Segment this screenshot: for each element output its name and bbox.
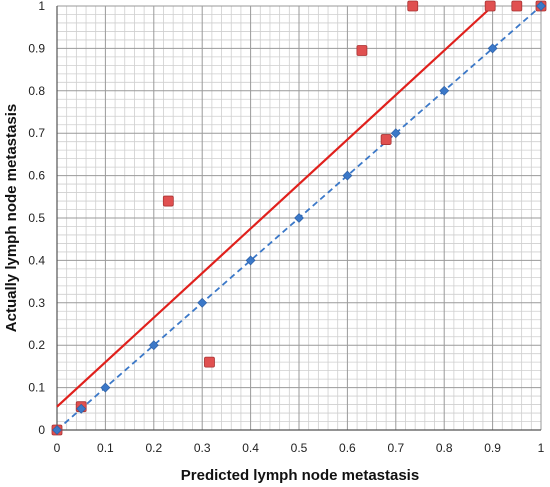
- y-tick-label: 0.7: [28, 126, 45, 140]
- reference-point-diamond: [197, 297, 208, 308]
- reference-point-diamond: [342, 170, 353, 181]
- fitted-solid-line: [56, 5, 494, 408]
- x-tick-label: 0.1: [97, 441, 114, 455]
- x-axis-title: Predicted lymph node metastasis: [181, 467, 419, 484]
- y-tick-label: 0.3: [28, 296, 45, 310]
- x-tick-label: 0.8: [436, 441, 453, 455]
- x-tick-label: 0: [54, 441, 61, 455]
- reference-point-diamond: [536, 1, 546, 11]
- x-tick-label: 0.4: [242, 441, 259, 455]
- y-tick-label: 0: [38, 423, 45, 437]
- x-tick-label: 1: [538, 441, 545, 455]
- y-tick-label: 0.4: [28, 253, 45, 267]
- reference-point-diamond: [245, 255, 256, 266]
- x-tick-label: 0.7: [387, 441, 404, 455]
- x-tick-labels: 0 0.1 0.2 0.3 0.4 0.5 0.6 0.7 0.8 0.9 1: [54, 441, 545, 455]
- reference-point-diamond: [439, 85, 450, 96]
- observed-point-square: [204, 356, 215, 368]
- y-tick-label: 0.2: [28, 338, 45, 352]
- y-tick-label: 0.8: [28, 84, 45, 98]
- y-tick-labels: 0 0.1 0.2 0.3 0.4 0.5 0.6 0.7 0.8 0.9 1: [28, 0, 45, 437]
- reference-point-diamond: [148, 340, 159, 351]
- y-tick-label: 0.1: [28, 381, 45, 395]
- reference-point-diamond: [76, 403, 87, 414]
- x-tick-label: 0.2: [145, 441, 162, 455]
- observed-point-square: [356, 45, 368, 56]
- observed-point-square: [511, 0, 523, 12]
- observed-point-square: [484, 0, 496, 12]
- x-tick-label: 0.3: [194, 441, 211, 455]
- x-tick-label: 0.6: [339, 441, 356, 455]
- y-tick-label: 1: [38, 0, 45, 13]
- series-layer: [51, 0, 547, 436]
- reference-point-diamond: [294, 213, 304, 223]
- y-axis-title: Actually lymph node metastasis: [3, 104, 20, 332]
- y-tick-label: 0.6: [28, 169, 45, 183]
- reference-point-diamond: [100, 382, 111, 393]
- axes: [56, 6, 541, 431]
- y-tick-label: 0.9: [28, 41, 45, 55]
- observed-point-square: [380, 134, 392, 145]
- y-tick-label: 0.5: [28, 211, 45, 225]
- observed-point-square: [162, 195, 174, 207]
- reference-point-diamond: [52, 425, 62, 435]
- x-tick-label: 0.5: [291, 441, 308, 455]
- reference-point-diamond: [390, 128, 401, 139]
- reference-point-diamond: [487, 43, 498, 54]
- reference-dashed-line: [56, 5, 542, 431]
- observed-point-square: [407, 0, 419, 12]
- x-tick-label: 0.9: [484, 441, 501, 455]
